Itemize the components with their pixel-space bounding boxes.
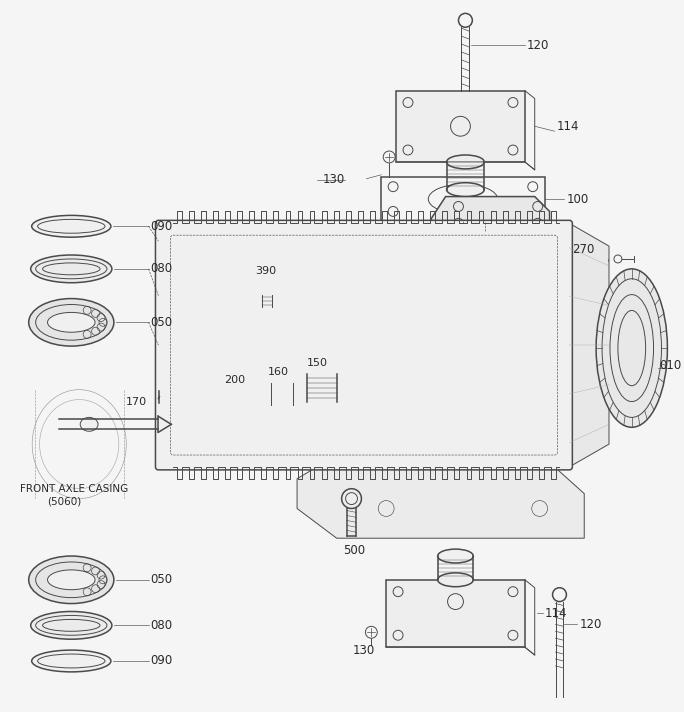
Polygon shape	[431, 197, 549, 231]
Circle shape	[259, 277, 276, 295]
Text: 114: 114	[557, 120, 579, 132]
Text: 170: 170	[125, 397, 146, 407]
Ellipse shape	[47, 570, 95, 590]
Bar	[386, 580, 525, 647]
Ellipse shape	[272, 397, 293, 412]
Text: 050: 050	[150, 316, 172, 329]
Ellipse shape	[226, 379, 254, 397]
Text: 100: 100	[566, 192, 589, 206]
Ellipse shape	[47, 313, 95, 333]
Text: 130: 130	[352, 644, 375, 656]
FancyBboxPatch shape	[155, 220, 573, 470]
Circle shape	[171, 402, 215, 446]
Ellipse shape	[272, 376, 293, 389]
Text: 120: 120	[579, 618, 602, 631]
Text: 130: 130	[322, 173, 345, 187]
Text: 010: 010	[659, 360, 682, 372]
Polygon shape	[569, 224, 609, 467]
Polygon shape	[297, 467, 584, 538]
Ellipse shape	[447, 183, 484, 197]
Text: 080: 080	[150, 619, 172, 632]
Ellipse shape	[31, 612, 112, 639]
Ellipse shape	[159, 391, 181, 402]
Ellipse shape	[31, 650, 111, 672]
Ellipse shape	[307, 392, 337, 412]
Ellipse shape	[438, 573, 473, 587]
Text: 160: 160	[267, 367, 289, 377]
Ellipse shape	[31, 255, 112, 283]
Text: 090: 090	[150, 654, 173, 667]
Ellipse shape	[80, 417, 98, 431]
Text: 150: 150	[307, 358, 328, 368]
Circle shape	[341, 488, 361, 508]
Ellipse shape	[596, 269, 668, 427]
Ellipse shape	[31, 216, 111, 237]
Text: OPEX: OPEX	[193, 324, 480, 416]
Ellipse shape	[29, 556, 114, 604]
Text: 080: 080	[150, 262, 172, 276]
Bar	[381, 177, 544, 221]
Text: 390: 390	[256, 266, 276, 276]
Text: 050: 050	[150, 573, 172, 586]
Text: 090: 090	[150, 220, 173, 233]
Bar	[396, 90, 525, 162]
Ellipse shape	[447, 155, 484, 169]
Text: 270: 270	[572, 243, 594, 256]
Text: FRONT AXLE CASING: FRONT AXLE CASING	[20, 483, 128, 493]
Ellipse shape	[29, 298, 114, 346]
Ellipse shape	[307, 364, 337, 384]
Ellipse shape	[438, 549, 473, 563]
Text: 120: 120	[527, 38, 549, 51]
Text: 500: 500	[343, 543, 366, 557]
Text: 200: 200	[224, 375, 245, 384]
Text: (5060): (5060)	[47, 496, 82, 506]
Text: 114: 114	[544, 607, 567, 620]
